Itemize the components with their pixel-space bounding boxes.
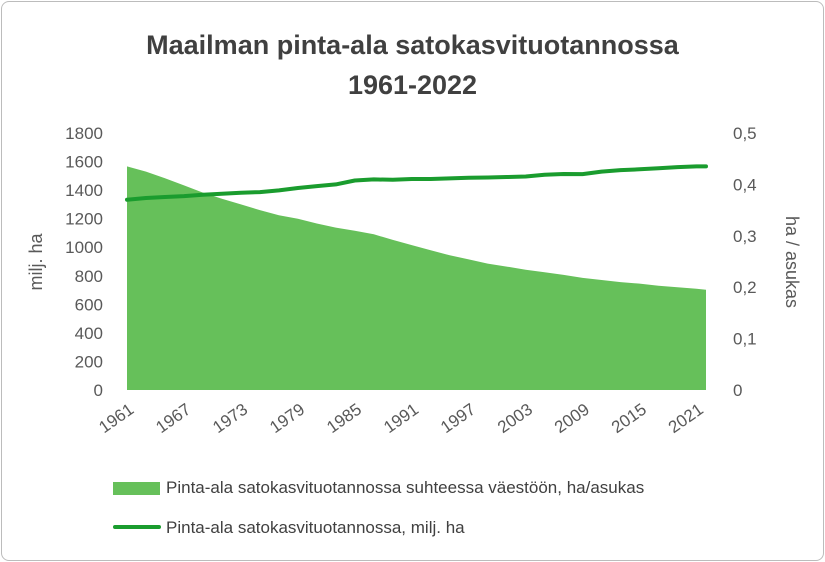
left-tick-label: 400 [75, 324, 103, 343]
right-axis-ticks: 0 0,1 0,2 0,3 0,4 0,5 [733, 124, 757, 400]
x-tick-label: 1973 [209, 400, 251, 437]
x-tick-label: 2003 [494, 400, 536, 437]
x-tick-label: 2015 [608, 400, 650, 437]
left-tick-label: 600 [75, 295, 103, 314]
x-tick-label: 2021 [665, 400, 707, 437]
x-tick-label: 1991 [380, 400, 422, 437]
legend-label-area: Pinta-ala satokasvituotannossa suhteessa… [166, 478, 645, 497]
chart-title-line-2: 1961-2022 [347, 70, 478, 100]
right-tick-label: 0,2 [733, 278, 757, 297]
right-tick-label: 0,1 [733, 330, 757, 349]
line-series [125, 164, 708, 202]
left-axis-title: milj. ha [26, 233, 46, 291]
x-tick-label: 2009 [551, 400, 593, 437]
line-layer [125, 164, 708, 202]
x-tick-label: 1985 [323, 400, 365, 437]
legend-swatch-line [113, 525, 161, 529]
x-tick-label: 1961 [95, 400, 137, 437]
area-layer [127, 166, 706, 390]
legend-label-line: Pinta-ala satokasvituotannossa, milj. ha [166, 518, 465, 537]
legend-swatch-area [113, 482, 160, 495]
right-tick-label: 0 [733, 381, 742, 400]
left-tick-label: 1200 [65, 210, 103, 229]
x-tick-label: 1979 [266, 400, 308, 437]
left-tick-label: 1600 [65, 153, 103, 172]
right-tick-label: 0,5 [733, 124, 757, 143]
x-tick-label: 1967 [152, 400, 194, 437]
left-tick-label: 1000 [65, 238, 103, 257]
right-tick-label: 0,4 [733, 175, 757, 194]
left-tick-label: 0 [94, 381, 103, 400]
left-tick-label: 200 [75, 352, 103, 371]
chart-title-line-1: Maailman pinta-ala satokasvituotannossa [146, 30, 679, 60]
right-tick-label: 0,3 [733, 227, 757, 246]
left-tick-label: 800 [75, 267, 103, 286]
x-axis-ticks: 1961 1967 1973 1979 1985 1991 1997 2003 2009 2015… [95, 400, 706, 437]
left-tick-label: 1400 [65, 181, 103, 200]
area-series [127, 166, 706, 390]
left-tick-label: 1800 [65, 124, 103, 143]
x-tick-label: 1997 [437, 400, 479, 437]
right-axis-title: ha / asukas [782, 216, 802, 308]
left-axis-ticks: 0 200 400 600 800 1000 1200 1400 1600 1800 [65, 124, 103, 400]
